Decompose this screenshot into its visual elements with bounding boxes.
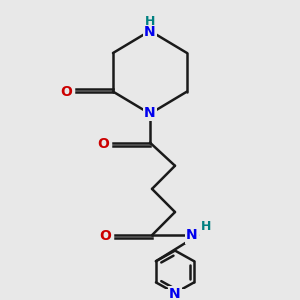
Text: N: N: [144, 106, 156, 120]
Text: N: N: [169, 287, 181, 300]
Text: O: O: [99, 229, 111, 243]
Text: N: N: [144, 25, 156, 39]
Text: H: H: [145, 15, 155, 28]
Text: O: O: [97, 136, 109, 151]
Text: O: O: [60, 85, 72, 99]
Text: H: H: [201, 220, 211, 233]
Text: N: N: [186, 228, 198, 242]
